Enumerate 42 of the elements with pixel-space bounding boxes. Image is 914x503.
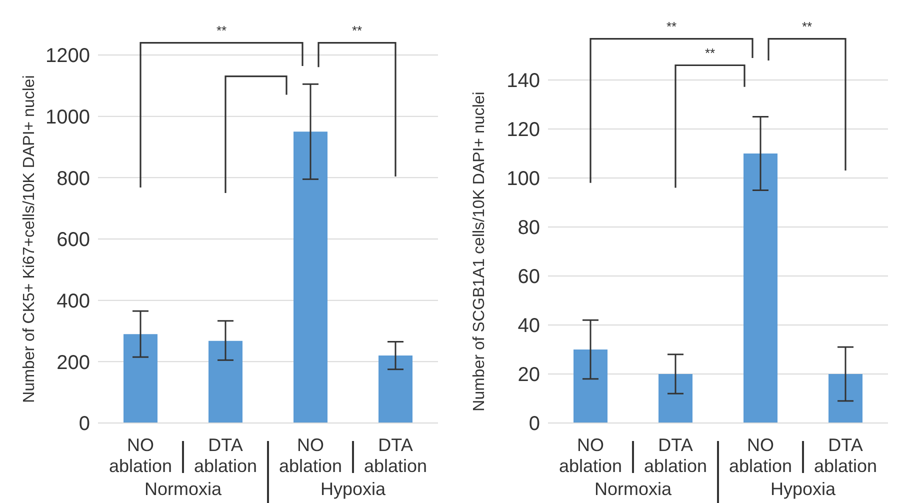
text: **: [802, 18, 812, 34]
y-axis-title: Number of CK5+ Ki67+cells/10K DAPI+ nuclei: [21, 75, 38, 403]
x-tick-label: DTA ablation: [194, 435, 258, 476]
y-tick-label: 400: [56, 290, 90, 312]
y-tick-label: 200: [56, 352, 90, 374]
y-tick-label: 0: [528, 413, 540, 436]
x-tick-label: NO ablation: [278, 435, 342, 476]
x-tick-label: DTA ablation: [644, 435, 708, 476]
x-tick-label: NO ablation: [108, 435, 172, 476]
bar: [124, 334, 158, 423]
bar: [378, 356, 412, 423]
y-tick-label: 1000: [46, 106, 90, 128]
y-axis-title: Number of SCGB1A1 cells/10K DAPI+ nuclei: [471, 92, 488, 412]
y-tick-label: 0: [78, 413, 90, 436]
x-tick-label: DTA ablation: [364, 435, 428, 476]
y-tick-label: 100: [506, 168, 540, 190]
bar: [574, 350, 608, 423]
text: Hypoxia: [320, 479, 387, 499]
text: **: [216, 22, 227, 38]
y-tick-label: 40: [518, 315, 540, 338]
y-tick-label: 1200: [46, 45, 90, 68]
text: **: [666, 18, 677, 34]
text: **: [352, 22, 362, 38]
bar: [828, 374, 862, 423]
y-tick-label: 120: [506, 119, 540, 142]
text: Normoxia: [594, 479, 672, 499]
bar: [294, 132, 328, 423]
bar: [658, 374, 692, 423]
x-tick-label: NO ablation: [558, 435, 622, 476]
x-tick-label: DTA ablation: [814, 435, 878, 476]
bar: [744, 154, 778, 423]
y-tick-label: 60: [518, 266, 540, 288]
y-tick-label: 80: [518, 217, 540, 240]
bar: [208, 340, 242, 423]
text: Hypoxia: [770, 479, 837, 499]
y-tick-label: 20: [518, 364, 540, 386]
y-tick-label: 140: [506, 70, 540, 92]
text: **: [704, 45, 716, 60]
x-tick-label: NO ablation: [728, 435, 792, 476]
y-tick-label: 600: [56, 229, 90, 252]
y-tick-label: 800: [56, 168, 90, 190]
text: Normoxia: [144, 479, 222, 499]
